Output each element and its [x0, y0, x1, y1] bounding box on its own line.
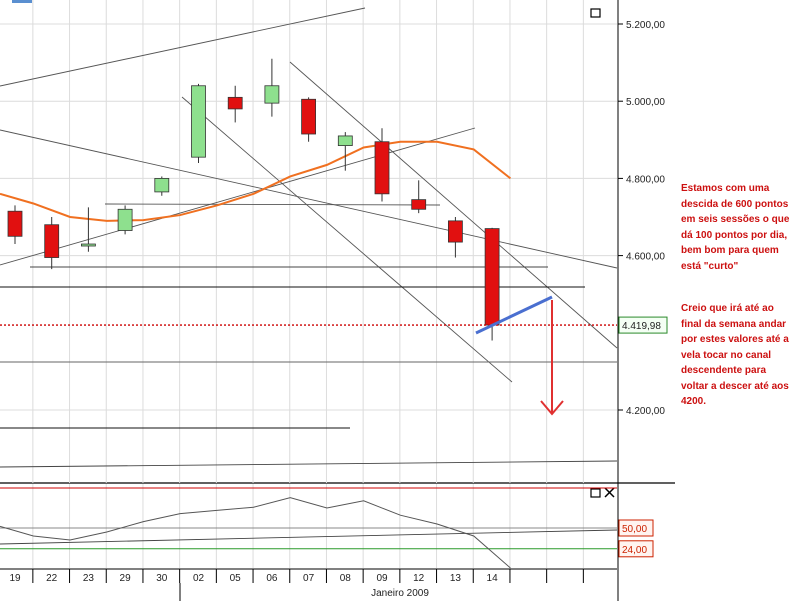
- candle: [44, 217, 60, 270]
- trendline-resistance: [0, 129, 618, 269]
- candle-body: [117, 208, 133, 231]
- date-tick-label: 13: [450, 573, 462, 584]
- trendline-upper-channel: [0, 7, 366, 87]
- date-tick-label: 06: [266, 573, 278, 584]
- candle: [191, 83, 206, 163]
- candle-body: [301, 98, 317, 135]
- date-tick-label: 30: [156, 573, 168, 584]
- annotation-line: 4200.: [681, 396, 707, 407]
- oscillator-level-box: [618, 540, 654, 558]
- candle: [411, 180, 427, 214]
- candle: [117, 205, 133, 235]
- candle: [81, 207, 96, 252]
- candle-body: [484, 228, 500, 326]
- candle-body: [411, 199, 427, 210]
- oscillator-trendline: [0, 529, 618, 545]
- trendline-descending-1: [181, 96, 513, 383]
- annotation-line: dá 100 pontos por dia,: [681, 229, 788, 241]
- price-tick-label: 4.800,00: [626, 174, 665, 185]
- projection-line: [475, 295, 553, 335]
- candle-body: [154, 177, 170, 193]
- candle: [154, 176, 170, 196]
- candlesticks: [7, 58, 500, 341]
- date-tick-label: 05: [230, 573, 242, 584]
- maximize-pane-icon[interactable]: [590, 488, 601, 498]
- annotation-line: por estes valores até a: [681, 334, 789, 345]
- oscillator-level-labels: 50,00 24,00: [618, 519, 654, 558]
- oscillator-level-label: 50,00: [622, 524, 647, 535]
- price-tick-label: 4.200,00: [626, 406, 665, 417]
- candle-body: [374, 141, 390, 195]
- annotation-line: voltar a descer até aos: [681, 380, 789, 392]
- oscillator-level-label: 24,00: [622, 545, 647, 556]
- date-tick-label: 02: [193, 573, 205, 584]
- annotation-paragraph-2: Creio que irá até ao final da semana and…: [681, 301, 797, 410]
- date-tick-label: 12: [413, 573, 425, 584]
- date-tick-label: 23: [83, 573, 95, 584]
- candle: [447, 217, 463, 258]
- candle-body: [7, 210, 23, 237]
- annotation-line: vela tocar no canal: [681, 349, 772, 361]
- candle: [301, 97, 317, 142]
- month-label: Janeiro 2009: [371, 588, 429, 599]
- annotation-line: descida de 600 pontos: [681, 198, 789, 210]
- date-tick-label: 22: [46, 573, 58, 584]
- trendlines: [0, 7, 618, 468]
- trendline-lower-channel: [0, 127, 476, 266]
- annotation-line: bem bom para quem: [681, 245, 779, 256]
- candle-body: [227, 96, 243, 110]
- oscillator-line: [0, 497, 511, 569]
- chart-background: [0, 0, 617, 601]
- last-price-box: [618, 316, 668, 334]
- date-tick-label: 09: [376, 573, 388, 584]
- trendline-descending-2: [289, 61, 618, 349]
- candle: [7, 205, 23, 245]
- candle-body: [264, 85, 280, 104]
- candle-body: [44, 224, 60, 258]
- annotation-paragraph-1: Estamos com uma descida de 600 pontos em…: [681, 181, 797, 274]
- annotation-line: Estamos com uma: [681, 183, 770, 194]
- candle-body: [447, 220, 463, 243]
- maximize-icon[interactable]: [590, 8, 601, 18]
- price-axis: 5.200,00 5.000,00 4.800,00 4.600,00 4.200,00: [618, 20, 665, 417]
- candle-body: [191, 85, 206, 158]
- date-tick-label: 14: [487, 573, 499, 584]
- moving-average-line: [0, 140, 512, 222]
- candle: [227, 85, 243, 123]
- grid: [0, 0, 617, 483]
- candle: [337, 132, 353, 171]
- last-price-label: 4.419,98: [618, 316, 668, 334]
- annotation-line: Creio que irá até ao: [681, 303, 774, 314]
- oscillator-level-box: [618, 519, 654, 537]
- price-tick-label: 5.000,00: [626, 97, 665, 108]
- price-tick-label: 5.200,00: [626, 20, 665, 31]
- horizontal-line-upper: [104, 203, 441, 206]
- annotation-line: em seis sessões o que: [681, 214, 790, 225]
- candle-body: [81, 243, 96, 247]
- date-tick-label: 29: [120, 573, 132, 584]
- date-tick-label: 08: [340, 573, 352, 584]
- candle: [264, 58, 280, 117]
- candle: [374, 128, 390, 202]
- annotation-line: descendente para: [681, 365, 767, 376]
- date-tick-label: 19: [9, 573, 21, 584]
- annotation-line: final da semana andar: [681, 318, 787, 330]
- annotation-line: está "curto": [681, 260, 739, 272]
- date-tick-label: 07: [303, 573, 315, 584]
- candle-body: [337, 135, 353, 146]
- date-axis: 19 22 23 29 30 02 05 06 07 08 09 12 13 14: [9, 569, 584, 584]
- toolbar-tab[interactable]: [12, 0, 32, 3]
- down-arrow: [540, 300, 564, 416]
- close-pane-icon[interactable]: [604, 487, 615, 498]
- horizontal-support-5: [0, 460, 618, 468]
- last-price-text: 4.419,98: [622, 321, 661, 332]
- price-tick-label: 4.600,00: [626, 252, 665, 263]
